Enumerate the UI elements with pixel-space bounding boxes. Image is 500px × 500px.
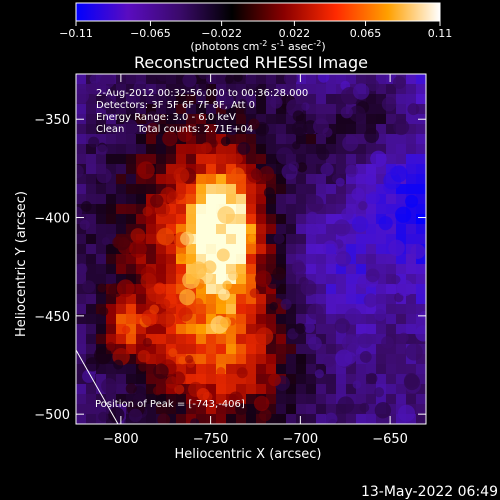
y-tick-label: −450 [34, 310, 70, 325]
observation-info: 2-Aug-2012 00:32:56.000 to 00:36:28.000 … [96, 88, 308, 135]
colorbar-tick-label: −0.065 [130, 27, 171, 40]
y-tick-label: −500 [34, 408, 70, 423]
colorbar-unit: (photons cm-2 s-1 asec-2) [190, 39, 325, 53]
x-tick-label: −700 [282, 432, 318, 447]
annotation-time-range: 2-Aug-2012 00:32:56.000 to 00:36:28.000 [96, 88, 308, 99]
annotation-clean-counts: Clean Total counts: 2.71E+04 [96, 124, 253, 135]
colorbar-tick-label: 0.022 [279, 27, 311, 40]
colorbar-tick-label: −0.11 [59, 27, 93, 40]
y-tick-label: −350 [34, 113, 70, 128]
heatmap-image [76, 74, 426, 424]
chart-title: Reconstructed RHESSI Image [134, 53, 368, 72]
x-tick-label: −650 [372, 432, 408, 447]
annotation-detectors: Detectors: 3F 5F 6F 7F 8F, Att 0 [96, 100, 255, 111]
y-axis-label: Heliocentric Y (arcsec) [14, 191, 29, 337]
x-tick-label: −800 [103, 432, 139, 447]
peak-position-label: Position of Peak = [-743,-406] [95, 399, 245, 410]
y-tick-label: −400 [34, 212, 70, 227]
colorbar-tick-label: 0.11 [428, 27, 453, 40]
colorbar-tick-label: 0.065 [350, 27, 382, 40]
colorbar: −0.11 −0.065 −0.022 0.022 0.065 0.11 (photons… [59, 2, 452, 53]
plot-frame [75, 73, 427, 425]
colorbar-gradient [75, 2, 441, 22]
annotation-energy-range: Energy Range: 3.0 - 6.0 keV [96, 112, 236, 123]
colorbar-tick-label: −0.022 [201, 27, 242, 40]
x-axis-label: Heliocentric X (arcsec) [175, 447, 322, 462]
footer-timestamp: 13-May-2022 06:49 [361, 484, 498, 500]
solar-limb-line [76, 349, 119, 424]
colorbar-ticks: −0.11 −0.065 −0.022 0.022 0.065 0.11 [59, 21, 452, 40]
x-tick-label: −750 [193, 432, 229, 447]
